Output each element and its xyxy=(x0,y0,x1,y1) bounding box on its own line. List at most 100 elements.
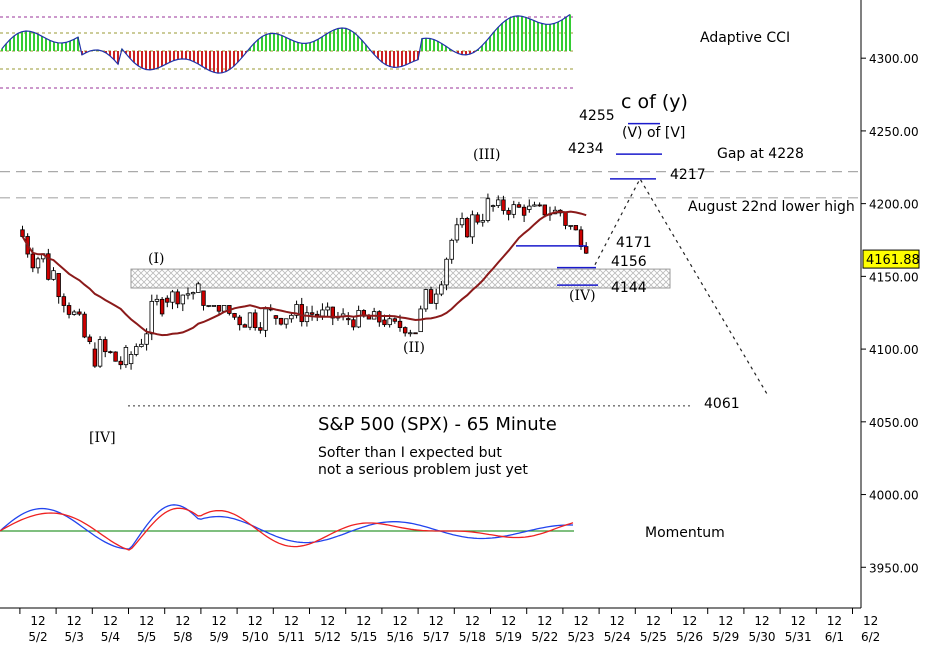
candle-body xyxy=(66,305,72,315)
hour-tick-label: 12 xyxy=(827,614,842,628)
date-tick-label: 5/2 xyxy=(28,630,47,644)
candle-body xyxy=(211,305,217,307)
chart-title: S&P 500 (SPX) - 65 Minute xyxy=(318,414,557,435)
candle-body xyxy=(439,284,444,295)
candle-body xyxy=(149,300,154,335)
date-tick-label: 5/30 xyxy=(749,630,776,644)
date-tick-label: 5/10 xyxy=(242,630,269,644)
candle-body xyxy=(232,313,237,318)
momentum-label: Momentum xyxy=(645,525,725,541)
candle-body xyxy=(454,224,460,241)
candle-body xyxy=(56,273,61,298)
wave-ii-label: (II) xyxy=(403,340,425,356)
chart-subtitle-line-1: Softer than I expected but xyxy=(318,445,502,461)
candle-body xyxy=(30,253,36,269)
candle-body xyxy=(485,198,491,221)
candle-body xyxy=(351,319,356,328)
candle-body xyxy=(284,318,289,325)
date-tick-label: 5/5 xyxy=(137,630,156,644)
moving-average-line xyxy=(21,210,587,337)
candle-body xyxy=(444,258,449,286)
candle-body xyxy=(521,206,527,216)
date-tick-label: 5/22 xyxy=(531,630,558,644)
date-tick-label: 5/18 xyxy=(459,630,486,644)
candle-body xyxy=(77,311,82,315)
momentum-slow-line xyxy=(0,507,574,551)
hour-tick-label: 12 xyxy=(863,614,878,628)
candle-body xyxy=(35,258,41,269)
chart-subtitle-line-2: not a serious problem just yet xyxy=(318,462,528,478)
level-label-4156: 4156 xyxy=(611,254,647,270)
hour-tick-label: 12 xyxy=(718,614,733,628)
candle-body xyxy=(402,327,408,334)
candle-body xyxy=(356,310,361,328)
candle-body xyxy=(470,214,475,238)
candle-body xyxy=(428,289,434,304)
hour-tick-label: 12 xyxy=(392,614,407,628)
candle-body xyxy=(97,339,103,367)
date-tick-label: 5/17 xyxy=(423,630,450,644)
hour-tick-label: 12 xyxy=(573,614,588,628)
candle-body xyxy=(242,324,248,328)
candle-body xyxy=(82,313,87,338)
candle-body xyxy=(532,204,537,207)
candle-body xyxy=(408,332,413,335)
price-tick-label: 4100.00 xyxy=(869,343,919,357)
date-tick-label: 5/15 xyxy=(350,630,377,644)
candle-body xyxy=(170,291,175,303)
candle-body xyxy=(433,293,439,304)
candle-body xyxy=(392,318,398,322)
candle-body xyxy=(475,214,480,223)
date-tick-label: 5/26 xyxy=(676,630,703,644)
current-price-badge: 4161.88 xyxy=(862,249,920,269)
candle-body xyxy=(397,320,403,328)
hour-tick-label: 12 xyxy=(791,614,806,628)
candle-body xyxy=(108,351,113,354)
level-label-4061: 4061 xyxy=(704,396,740,412)
candle-body xyxy=(449,239,454,260)
current-price-label: 4161.88 xyxy=(866,253,920,268)
candle-body xyxy=(299,304,304,323)
candle-body xyxy=(61,296,67,306)
candle-body xyxy=(568,225,573,227)
august-high-label: August 22nd lower high xyxy=(688,199,855,215)
candle-body xyxy=(496,199,501,206)
candle-body xyxy=(325,306,330,311)
candle-body xyxy=(304,312,310,323)
c-of-y-label: c of (y) xyxy=(621,91,688,113)
price-tick-label: 4300.00 xyxy=(869,52,919,66)
hour-tick-label: 12 xyxy=(501,614,516,628)
hour-tick-label: 12 xyxy=(465,614,480,628)
candle-body xyxy=(252,312,258,329)
level-label-4217: 4217 xyxy=(670,167,706,183)
candle-body xyxy=(273,315,279,319)
candle-body xyxy=(165,297,170,303)
wave-iv-label: (IV) xyxy=(569,288,596,304)
candle-body xyxy=(501,199,506,211)
candle-body xyxy=(537,204,542,207)
candle-body xyxy=(423,289,429,310)
candle-body xyxy=(563,211,568,226)
price-tick-label: 4250.00 xyxy=(869,125,919,139)
hour-tick-label: 12 xyxy=(754,614,769,628)
candle-body xyxy=(387,318,392,326)
date-tick-label: 5/29 xyxy=(712,630,739,644)
price-tick-label: 4000.00 xyxy=(869,489,919,503)
cci-label: Adaptive CCI xyxy=(700,30,790,46)
candle-body xyxy=(583,246,589,254)
candle-body xyxy=(465,218,470,238)
candle-body xyxy=(113,351,118,362)
date-tick-label: 5/31 xyxy=(785,630,812,644)
level-label-4255: 4255 xyxy=(579,108,615,124)
candle-body xyxy=(258,327,263,331)
candle-body xyxy=(516,204,522,208)
candle-body xyxy=(382,319,387,326)
gap-label: Gap at 4228 xyxy=(717,146,804,162)
candle-body xyxy=(185,293,191,296)
date-tick-label: 6/2 xyxy=(861,630,880,644)
candle-body xyxy=(573,225,579,231)
date-tick-label: 5/11 xyxy=(278,630,305,644)
candle-body xyxy=(320,309,325,317)
cci-panel: Adaptive CCI xyxy=(0,14,790,89)
candle-body xyxy=(221,305,227,312)
